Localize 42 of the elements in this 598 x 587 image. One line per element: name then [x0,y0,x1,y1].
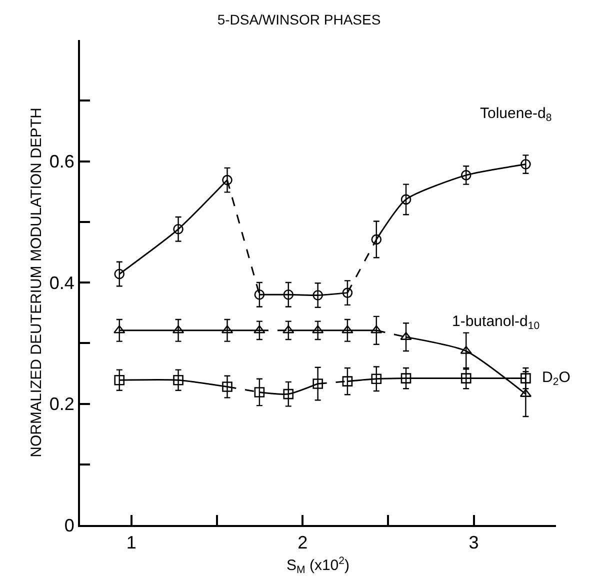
point [173,224,184,234]
point [222,174,232,186]
point [114,374,125,386]
point [371,234,382,245]
series-label: 1-butanol-d$_{10}$ [452,313,540,332]
point [460,373,472,384]
point [460,346,472,354]
y-tick-label: 0 [64,515,74,536]
point [282,325,294,334]
chart-title: 5-DSA/WINSOR PHASES [217,11,381,28]
x-tick-label: 2 [298,532,308,553]
point [342,376,353,386]
point [222,382,232,392]
point [312,290,323,300]
point [400,373,412,384]
point [400,194,412,205]
point [283,289,294,300]
y-tick-label: 0.2 [49,394,74,414]
point [342,325,354,334]
y-axis-title: NORMALIZED DEUTERIUM MODULATION DEPTH [28,108,46,458]
point [254,325,266,334]
y-tick-label: 0.6 [49,152,74,172]
point [400,332,412,340]
point [342,288,353,298]
series-label: D$_{2}$O [542,369,570,388]
point [114,268,125,280]
point [370,325,382,334]
point [520,159,531,170]
point [114,325,126,334]
point [312,378,323,389]
point [520,373,531,384]
point [283,388,294,400]
point [254,387,265,398]
point [173,374,184,386]
point [254,289,265,300]
y-tick-label: 0.4 [49,272,74,293]
x-tick-label: 3 [468,532,479,553]
text: Toluene-d$_{8}$ [480,105,552,124]
point [460,170,472,180]
x-axis-title: S$_{M}$ (x10$^{2}$) [286,554,350,576]
point [371,374,382,384]
x-tick-label: 1 [126,532,136,553]
